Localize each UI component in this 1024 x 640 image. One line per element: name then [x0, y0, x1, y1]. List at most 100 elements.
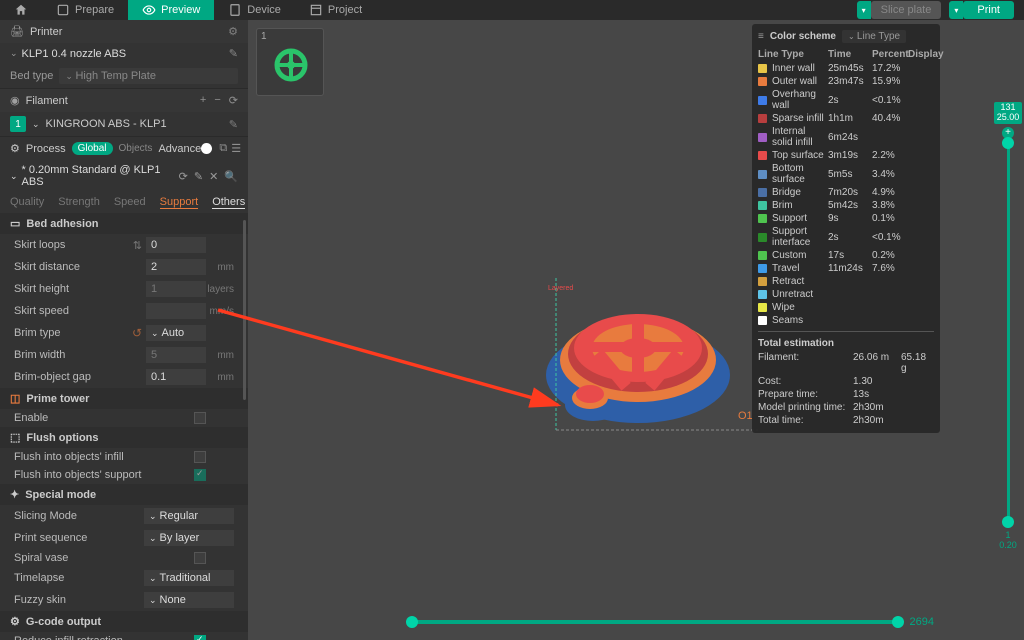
line-type-row[interactable]: Internal solid infill6m24s [758, 125, 934, 149]
bed-icon: ▭ [10, 217, 20, 230]
line-type-row[interactable]: Outer wall23m47s15.9% [758, 75, 934, 88]
line-type-row[interactable]: Inner wall25m45s17.2% [758, 62, 934, 75]
gcode-group: ⚙G-code output [0, 611, 248, 632]
skirt-height-input[interactable] [146, 281, 206, 297]
sync-filament[interactable]: ⟳ [229, 94, 238, 107]
flush-icon: ⬚ [10, 431, 20, 444]
flush-infill-label: Flush into objects' infill [14, 451, 194, 463]
color-scheme-panel: ≡ Color scheme ⌄ Line Type Line Type Tim… [752, 24, 940, 433]
line-type-row[interactable]: Overhang wall2s<0.1% [758, 88, 934, 112]
printer-section: 🖨 Printer ⚙ [0, 20, 248, 43]
estimation-row: Model printing time:2h30m [758, 401, 934, 414]
flush-support-label: Flush into objects' support [14, 469, 194, 481]
line-type-row[interactable]: Sparse infill1h1m40.4% [758, 112, 934, 125]
slice-dropdown[interactable]: ▾ [857, 1, 871, 19]
brim-gap-label: Brim-object gap [14, 371, 146, 383]
line-type-row[interactable]: Top surface3m19s2.2% [758, 149, 934, 162]
special-icon: ✦ [10, 488, 19, 501]
project-tab[interactable]: Project [295, 0, 376, 20]
print-button[interactable]: Print [963, 1, 1014, 19]
compare-icon[interactable]: ⧉ [219, 142, 227, 155]
skirt-distance-label: Skirt distance [14, 261, 146, 273]
process-preset[interactable]: ⌄ * 0.20mm Standard @ KLP1 ABS ⟳✎✕🔍 [0, 160, 248, 192]
objects-chip[interactable]: Objects [119, 143, 153, 154]
spiral-check[interactable] [194, 552, 206, 564]
print-dropdown[interactable]: ▾ [949, 1, 963, 19]
process-icon: ⚙ [10, 142, 20, 155]
bedtype-label: Bed type [10, 70, 53, 82]
line-type-row[interactable]: Custom17s0.2% [758, 249, 934, 262]
skirt-speed-input[interactable] [146, 303, 206, 319]
timelapse-label: Timelapse [14, 572, 144, 584]
gear-icon[interactable]: ⚙ [228, 25, 238, 38]
brim-width-input[interactable] [146, 347, 206, 363]
tab-support[interactable]: Support [160, 196, 199, 209]
preview-tab[interactable]: Preview [128, 0, 214, 20]
annotation-arrow [213, 305, 573, 425]
gcode-slider[interactable]: 2694 [408, 614, 934, 630]
bedtype-select[interactable]: ⌄ High Temp Plate [59, 68, 238, 84]
fuzzy-select[interactable]: ⌄None [144, 592, 234, 608]
gcode-position: 2694 [910, 616, 934, 628]
tab-others[interactable]: Others [212, 196, 245, 209]
process-tabs: Quality Strength Speed Support Others [0, 192, 248, 213]
filament-section: ◉ Filament +−⟳ [0, 89, 248, 112]
add-filament[interactable]: + [200, 94, 206, 107]
model-preview [538, 260, 738, 440]
prime-enable-check[interactable] [194, 412, 206, 424]
remove-filament[interactable]: − [214, 94, 220, 107]
prepare-tab[interactable]: Prepare [42, 0, 128, 20]
estimation-row: Prepare time:13s [758, 388, 934, 401]
tab-strength[interactable]: Strength [58, 196, 100, 209]
layer-slider[interactable]: 13125.00 + 10.20 [1000, 102, 1016, 550]
plate-thumbnail[interactable]: 1 [256, 28, 324, 96]
printer-profile[interactable]: ⌄KLP1 0.4 nozzle ABS✎ [0, 43, 248, 64]
line-type-row[interactable]: Support interface2s<0.1% [758, 225, 934, 249]
tab-quality[interactable]: Quality [10, 196, 44, 209]
scrollbar[interactable] [243, 220, 246, 400]
flush-infill-check[interactable] [194, 451, 206, 463]
estimation-row: Total time:2h30m [758, 414, 934, 427]
line-type-row[interactable]: Support9s0.1% [758, 212, 934, 225]
line-type-row[interactable]: Retract [758, 275, 934, 288]
line-type-row[interactable]: Seams [758, 314, 934, 327]
reduce-retract-label: Reduce infill retraction [14, 635, 194, 640]
line-type-row[interactable]: Bridge7m20s4.9% [758, 186, 934, 199]
slicing-mode-select[interactable]: ⌄Regular [144, 508, 234, 524]
brim-gap-input[interactable] [146, 369, 206, 385]
top-tab-bar: Prepare Preview Device Project ▾Slice pl… [0, 0, 1024, 20]
skirt-loops-label: Skirt loops [14, 239, 133, 251]
skirt-distance-input[interactable] [146, 259, 206, 275]
brim-type-select[interactable]: ⌄Auto [146, 325, 206, 341]
reduce-retract-check[interactable] [194, 635, 206, 640]
scheme-select[interactable]: ⌄ Line Type [842, 30, 906, 43]
reset-icon[interactable]: ↺ [132, 326, 142, 340]
skirt-height-label: Skirt height [14, 283, 146, 295]
filament-icon: ◉ [10, 94, 20, 107]
hamburger-icon[interactable]: ≡ [758, 31, 764, 42]
home-tab[interactable] [0, 0, 42, 20]
timelapse-select[interactable]: ⌄Traditional [144, 570, 234, 586]
estimation-row: Filament:26.06 m65.18 g [758, 351, 934, 375]
global-chip[interactable]: Global [72, 142, 113, 155]
flush-support-check[interactable] [194, 469, 206, 481]
gcode-icon: ⚙ [10, 615, 20, 628]
edit-filament[interactable]: ✎ [229, 118, 238, 131]
layer-badge: 13125.00 [994, 102, 1023, 124]
line-type-row[interactable]: Travel11m24s7.6% [758, 262, 934, 275]
tab-speed[interactable]: Speed [114, 196, 146, 209]
list-icon[interactable]: ☰ [231, 142, 241, 155]
line-type-row[interactable]: Bottom surface5m5s3.4% [758, 162, 934, 186]
line-type-row[interactable]: Wipe [758, 301, 934, 314]
line-type-row[interactable]: Unretract [758, 288, 934, 301]
process-section: ⚙ Process Global Objects Advanced ⧉☰ [0, 137, 248, 160]
print-seq-label: Print sequence [14, 532, 144, 544]
filament-row[interactable]: 1 ⌄ KINGROON ABS - KLP1 ✎ [0, 112, 248, 136]
print-seq-select[interactable]: ⌄By layer [144, 530, 234, 546]
line-type-row[interactable]: Brim5m42s3.8% [758, 199, 934, 212]
viewport[interactable]: 1 Layered O1 ≡ [248, 20, 1024, 640]
slice-button: Slice plate [871, 1, 942, 19]
device-tab[interactable]: Device [214, 0, 295, 20]
skirt-loops-input[interactable] [146, 237, 206, 253]
printer-icon: 🖨 [10, 25, 24, 38]
